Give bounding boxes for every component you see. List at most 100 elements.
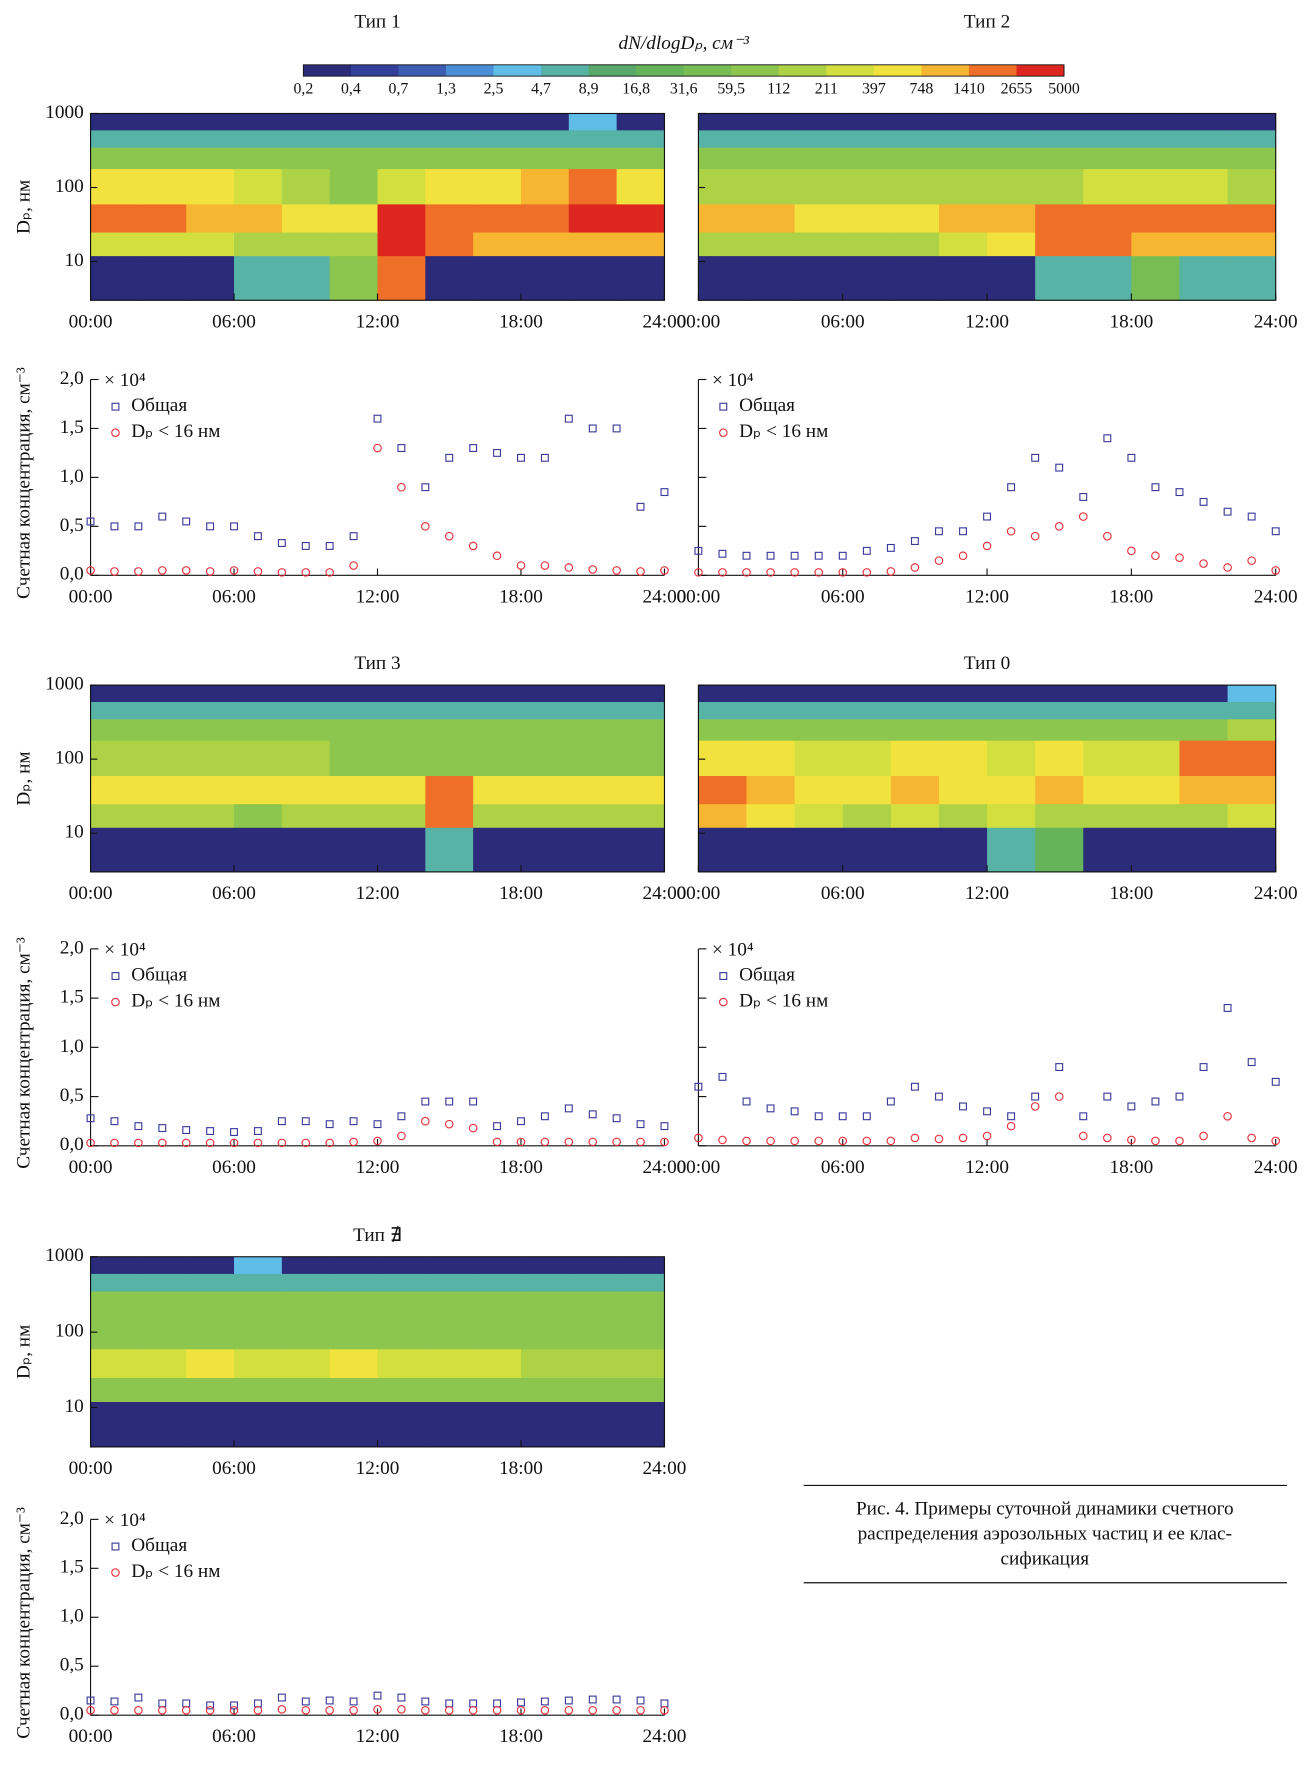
y-axis-label: Счетная концентрация, см⁻³ (13, 937, 34, 1169)
heatmap-cell (568, 1348, 618, 1378)
heatmap-cell (377, 1377, 426, 1402)
heatmap-cell (186, 1401, 235, 1448)
x-tick-label: 24:00 (1254, 586, 1298, 607)
heatmap-cell (842, 168, 892, 205)
data-point (517, 1698, 525, 1707)
data-point (325, 1705, 334, 1715)
data-point (253, 1138, 263, 1148)
heatmap-cell (890, 203, 940, 233)
legend-label: Dₚ < 16 нм (131, 1561, 220, 1582)
data-point (718, 568, 727, 577)
heatmap-cell (842, 803, 892, 828)
heatmap-cell (473, 1291, 522, 1314)
heatmap-cell (1179, 803, 1229, 828)
heatmap-cell (794, 255, 844, 301)
heatmap-cell (987, 113, 1036, 131)
data-point (445, 1699, 454, 1708)
heatmap-cell (520, 255, 570, 301)
heatmap-cell (90, 1273, 139, 1292)
x-tick-label: 18:00 (499, 1458, 543, 1479)
data-point (134, 567, 143, 576)
colorbar-label: 1,3 (436, 80, 456, 97)
heatmap-cell (425, 1348, 474, 1378)
heatmap-cell (568, 113, 618, 131)
chart-title: Тип 1 (354, 11, 400, 32)
chart-title: Тип 2 (964, 11, 1010, 32)
heatmap-cell (1179, 701, 1229, 720)
heatmap-cell (987, 803, 1036, 828)
heatmap-cell (377, 113, 426, 131)
data-point (157, 1705, 167, 1715)
heatmap-cell (234, 168, 283, 205)
data-point (612, 1114, 621, 1123)
data-point (1199, 1131, 1208, 1141)
chart-title: Тип 3 (354, 653, 400, 674)
colorbar-segment (588, 64, 637, 77)
heatmap-cell (616, 203, 665, 233)
heatmap-cell (186, 113, 235, 131)
data-point (886, 1136, 896, 1146)
colorbar-label: 748 (910, 80, 934, 97)
heatmap-cell (329, 232, 378, 257)
heatmap-cell (473, 203, 522, 233)
data-point (468, 1123, 478, 1133)
heatmap-cell (425, 1377, 474, 1402)
heatmap-cell (568, 1273, 618, 1292)
data-point (636, 567, 645, 576)
x-tick-label: 12:00 (356, 883, 400, 904)
heatmap-cell (842, 129, 892, 148)
data-point (373, 1705, 382, 1714)
data-point (1151, 1136, 1160, 1146)
heatmap-cell (1227, 740, 1277, 777)
x-tick-label: 06:00 (821, 311, 865, 332)
data-point (588, 565, 598, 574)
y-tick-label: 0,0 (60, 1704, 84, 1725)
heatmap-cell (698, 775, 747, 805)
heatmap-cell (1083, 255, 1132, 301)
heatmap-cell (987, 775, 1036, 805)
y-tick-label: 100 (55, 176, 84, 197)
heatmap-cell (568, 803, 618, 828)
data-point (517, 453, 525, 462)
x-tick-label: 00:00 (69, 1726, 113, 1747)
data-point (253, 532, 262, 541)
heatmap-cell (425, 203, 474, 233)
heatmap-cell (377, 775, 426, 805)
data-point (325, 1120, 334, 1129)
data-point (1055, 1063, 1064, 1071)
data-point (790, 551, 799, 560)
x-tick-label: 24:00 (1254, 1157, 1298, 1178)
colorbar-label: 397 (862, 80, 886, 97)
heatmap-cell (473, 1401, 522, 1448)
heatmap-cell (1083, 168, 1132, 205)
heatmap-cell (1227, 701, 1277, 720)
data-point (230, 1128, 238, 1136)
colorbar-segment (445, 64, 494, 77)
heatmap-cell (90, 1312, 139, 1350)
heatmap-cell (1179, 129, 1229, 148)
data-point (886, 543, 895, 552)
heatmap-cell (616, 685, 665, 702)
heatmap-cell (425, 701, 474, 720)
heatmap-cell (1035, 255, 1084, 301)
x-tick-label: 18:00 (1109, 586, 1153, 607)
heatmap-cell (377, 255, 426, 301)
x-tick-label: 06:00 (821, 1157, 865, 1178)
heatmap-cell (890, 685, 940, 702)
heatmap-cell (1179, 685, 1229, 702)
heatmap-cell (281, 232, 331, 257)
colorbar-segment (921, 64, 970, 77)
heatmap-cell (890, 775, 940, 805)
data-point (766, 1136, 775, 1146)
data-point (694, 1082, 703, 1091)
heatmap-cell (698, 255, 747, 301)
heatmap-cell (520, 1256, 570, 1274)
heatmap-cell (329, 1348, 378, 1378)
heatmap-cell (473, 232, 522, 257)
heatmap-cell (520, 168, 570, 205)
heatmap-cell (890, 232, 940, 257)
data-point (958, 551, 968, 561)
heatmap-cell (329, 203, 378, 233)
heatmap-cell (234, 1256, 283, 1274)
